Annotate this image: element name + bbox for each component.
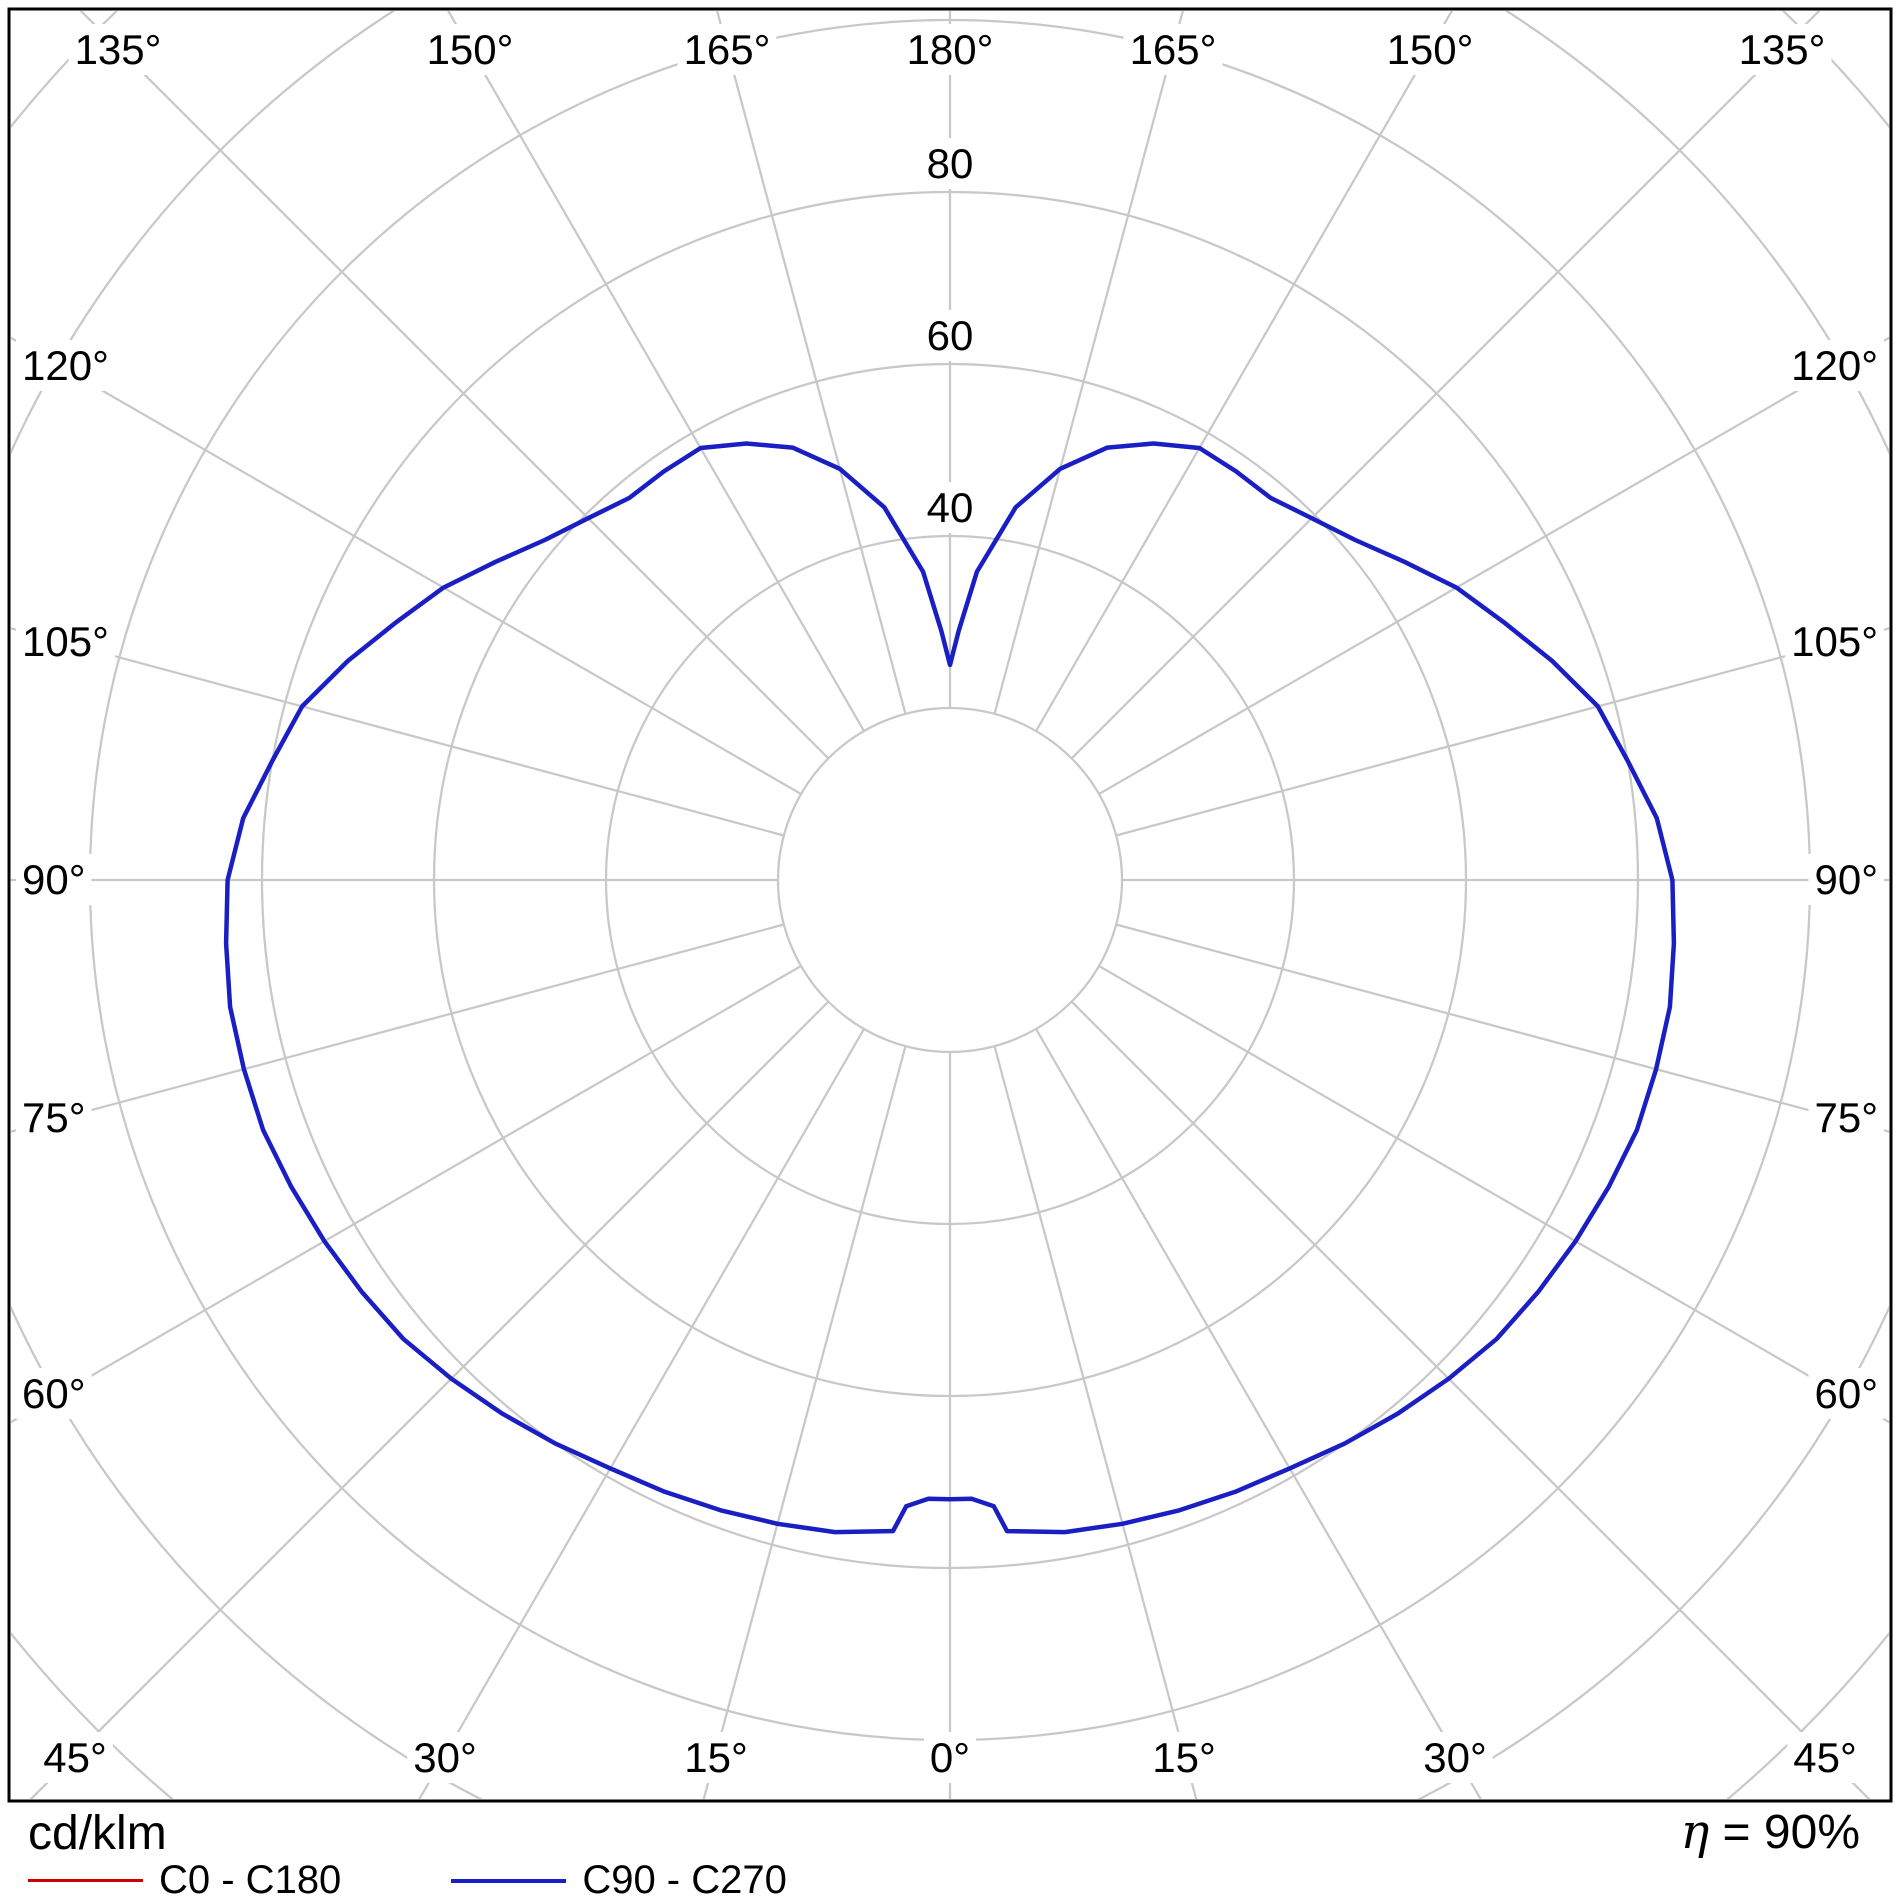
grid-spoke	[1115, 923, 1889, 1133]
grid-spoke	[79, 11, 830, 760]
label-backing	[16, 340, 115, 391]
label-backing	[1380, 24, 1480, 75]
angle-label-bottom: 45°	[1793, 1734, 1857, 1781]
grid-spoke	[418, 1028, 865, 1799]
angle-label-top: 135°	[1739, 26, 1826, 73]
grid-spoke	[29, 1000, 830, 1799]
grid-spoke	[1035, 1028, 1482, 1799]
grid-spoke	[702, 1045, 907, 1799]
label-backing	[900, 24, 1000, 75]
angle-label-bottom: 45°	[43, 1734, 107, 1781]
angle-label-top: 165°	[1130, 26, 1217, 73]
grid-spoke	[1098, 965, 1889, 1424]
angle-label-right: 75°	[1814, 1094, 1878, 1141]
grid-spoke	[1115, 627, 1889, 837]
grid-spoke	[993, 1045, 1198, 1799]
angle-label-right: 90°	[1814, 856, 1878, 903]
grid-spoke	[11, 336, 802, 795]
label-backing	[16, 854, 92, 905]
grid-circle	[776, 706, 1124, 1054]
angle-label-bottom: 15°	[684, 1734, 748, 1781]
angle-label-top: 135°	[75, 26, 162, 73]
angle-label-right: 60°	[1814, 1370, 1878, 1417]
label-backing	[407, 1732, 483, 1783]
label-backing	[920, 310, 980, 361]
angle-label-bottom: 0°	[930, 1734, 970, 1781]
label-backing	[1123, 24, 1223, 75]
grid-spoke	[1070, 1000, 1871, 1799]
label-backing	[1808, 1092, 1884, 1143]
label-backing	[920, 482, 980, 533]
legend: C0 - C180 C90 - C270	[28, 1858, 897, 1903]
unit-label: cd/klm	[28, 1807, 167, 1860]
angle-label-bottom: 30°	[1423, 1734, 1487, 1781]
label-backing	[677, 24, 777, 75]
angle-label-left: 120°	[22, 342, 109, 389]
label-backing	[16, 616, 115, 667]
angle-label-bottom: 30°	[413, 1734, 477, 1781]
angle-label-top: 180°	[907, 26, 994, 73]
grid-spoke	[446, 11, 865, 732]
label-backing	[16, 1368, 92, 1419]
label-backing	[16, 1092, 92, 1143]
grid-spoke	[11, 923, 785, 1133]
eta-value: = 90%	[1709, 1806, 1860, 1859]
label-backing	[1808, 854, 1884, 905]
angle-label-bottom: 15°	[1152, 1734, 1216, 1781]
label-backing	[678, 1732, 754, 1783]
grid-spoke	[11, 965, 802, 1424]
label-backing	[1732, 24, 1832, 75]
label-backing	[420, 24, 520, 75]
grid-spoke	[993, 11, 1185, 715]
angle-label-left: 105°	[22, 618, 109, 665]
angle-label-left: 90°	[22, 856, 86, 903]
plot-frame	[7, 7, 1893, 1803]
curve-c90-c270	[223, 441, 1677, 1535]
grid-spoke	[1035, 11, 1454, 732]
label-backing	[923, 1732, 977, 1783]
angle-label-top: 150°	[427, 26, 514, 73]
grid-spoke	[715, 11, 907, 715]
label-backing	[1785, 616, 1884, 667]
grid-spoke	[1070, 11, 1821, 760]
label-backing	[1417, 1732, 1493, 1783]
grid-spoke	[11, 627, 785, 837]
angle-label-top: 165°	[684, 26, 771, 73]
label-backing	[68, 24, 168, 75]
legend-label-c0: C0 - C180	[159, 1858, 342, 1902]
radial-tick-label: 40	[927, 484, 974, 531]
legend-label-c90: C90 - C270	[582, 1858, 787, 1902]
angle-label-left: 75°	[22, 1094, 86, 1141]
label-backing	[1785, 340, 1884, 391]
label-backing	[37, 1732, 113, 1783]
legend-line-c90-icon	[451, 1878, 567, 1883]
radial-tick-label: 60	[927, 312, 974, 359]
angle-label-left: 60°	[22, 1370, 86, 1417]
radial-tick-label: 80	[927, 140, 974, 187]
label-backing	[920, 138, 980, 189]
grid-spoke	[1098, 336, 1889, 795]
efficiency-label: η = 90%	[1680, 1804, 1860, 1860]
label-backing	[1808, 1368, 1884, 1419]
eta-symbol: η	[1680, 1804, 1710, 1860]
angle-label-right: 120°	[1791, 342, 1878, 389]
label-backing	[1787, 1732, 1863, 1783]
angle-label-top: 150°	[1387, 26, 1474, 73]
label-backing	[1146, 1732, 1222, 1783]
angle-label-right: 105°	[1791, 618, 1878, 665]
legend-line-c0-icon	[28, 1879, 143, 1882]
